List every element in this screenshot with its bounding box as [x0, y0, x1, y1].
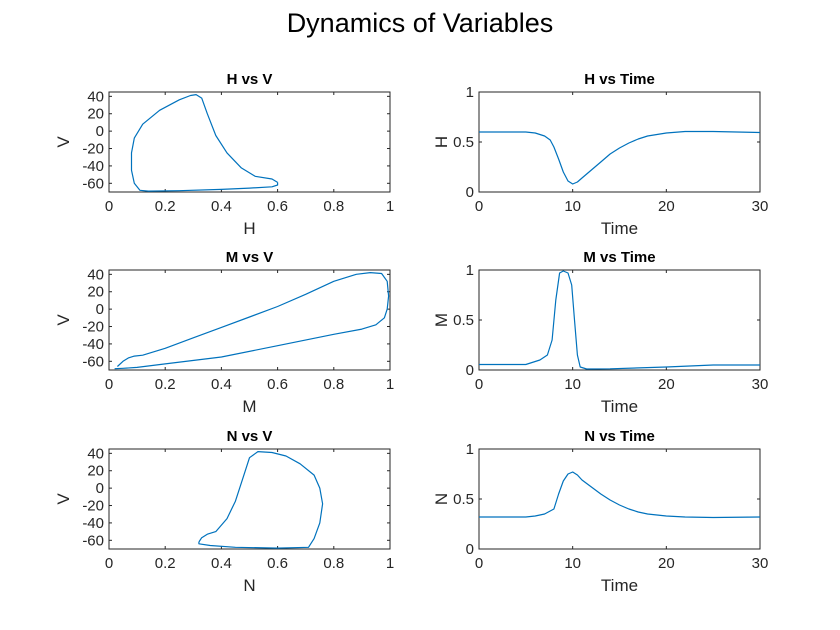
- x-tick-label: 20: [658, 376, 675, 393]
- y-axis-label: V: [54, 314, 73, 326]
- y-axis-label: H: [432, 136, 451, 148]
- x-tick-label: 0.4: [211, 198, 232, 215]
- x-tick-label: 10: [564, 198, 581, 215]
- subplot-title: M vs Time: [583, 249, 655, 266]
- axes-box: [478, 448, 761, 550]
- y-tick-label: 1: [466, 441, 474, 458]
- y-tick-label: -40: [82, 158, 104, 175]
- y-tick-label: 1: [466, 262, 474, 279]
- subplot-title: M vs V: [226, 249, 274, 266]
- x-tick-label: 0.8: [323, 376, 344, 393]
- x-tick-label: 1: [386, 376, 394, 393]
- y-tick-label: 0: [466, 184, 474, 201]
- y-axis-label: V: [54, 493, 73, 505]
- subplot-h-vs-time: 0 10 20 30 0 0.5 1 H vs Time Time H: [432, 71, 768, 238]
- axes-box: [108, 269, 391, 371]
- x-tick-label: 0.2: [155, 198, 176, 215]
- x-tick-label: 0.6: [267, 198, 288, 215]
- x-tick-label: 0: [105, 198, 113, 215]
- y-tick-label: -40: [82, 515, 104, 532]
- x-axis-label: M: [242, 397, 256, 416]
- y-tick-label: 0.5: [453, 491, 474, 508]
- x-tick-label: 0.6: [267, 555, 288, 572]
- x-tick-label: 0.4: [211, 555, 232, 572]
- series-line: [479, 270, 760, 370]
- series-line: [479, 130, 761, 185]
- y-tick-label: 20: [87, 284, 104, 301]
- y-tick-label: 40: [87, 88, 104, 105]
- x-tick-label: 30: [752, 555, 769, 572]
- x-tick-label: 0: [475, 555, 483, 572]
- series-line: [130, 93, 279, 192]
- x-tick-label: 0: [105, 376, 113, 393]
- x-tick-label: 0.4: [211, 376, 232, 393]
- x-tick-label: 1: [386, 198, 394, 215]
- y-tick-label: 1: [466, 84, 474, 101]
- axes-box: [478, 91, 761, 193]
- y-tick-label: 20: [87, 463, 104, 480]
- y-tick-label: 0: [96, 123, 104, 140]
- x-tick-label: 0: [475, 198, 483, 215]
- y-tick-label: -20: [82, 141, 104, 158]
- x-tick-label: 10: [564, 376, 581, 393]
- y-tick-label: 0.5: [453, 312, 474, 329]
- y-tick-label: 0: [466, 362, 474, 379]
- x-tick-label: 30: [752, 376, 769, 393]
- y-tick-label: 0: [466, 541, 474, 558]
- y-tick-label: 0.5: [453, 134, 474, 151]
- x-tick-label: 10: [564, 555, 581, 572]
- x-tick-label: 0.8: [323, 198, 344, 215]
- subplot-m-vs-time: 0 10 20 30 0 0.5 1 M vs Time Time M: [432, 249, 768, 416]
- y-axis-label: M: [432, 313, 451, 327]
- subplot-title: H vs Time: [584, 71, 655, 88]
- series-line: [198, 451, 324, 549]
- y-tick-label: -40: [82, 336, 104, 353]
- x-tick-label: 30: [752, 198, 769, 215]
- y-tick-label: 0: [96, 301, 104, 318]
- subplot-title: N vs V: [227, 428, 273, 445]
- x-tick-label: 20: [658, 555, 675, 572]
- x-axis-label: Time: [601, 219, 638, 238]
- x-tick-label: 0: [105, 555, 113, 572]
- x-tick-label: 0.8: [323, 555, 344, 572]
- x-axis-label: Time: [601, 397, 638, 416]
- series-line: [479, 471, 761, 519]
- x-tick-label: 0: [475, 376, 483, 393]
- axes-box: [108, 91, 391, 193]
- y-tick-label: -60: [82, 353, 104, 370]
- series-line: [114, 272, 390, 370]
- x-tick-label: 0.2: [155, 555, 176, 572]
- y-tick-label: 20: [87, 106, 104, 123]
- y-axis-label: V: [54, 136, 73, 148]
- x-tick-label: 0.6: [267, 376, 288, 393]
- x-tick-label: 1: [386, 555, 394, 572]
- y-tick-label: 0: [96, 480, 104, 497]
- y-tick-label: -20: [82, 319, 104, 336]
- y-axis-label: N: [432, 493, 451, 505]
- y-tick-label: -20: [82, 498, 104, 515]
- x-axis-label: N: [243, 576, 255, 595]
- y-tick-label: 40: [87, 445, 104, 462]
- y-tick-label: 40: [87, 266, 104, 283]
- x-axis-label: Time: [601, 576, 638, 595]
- y-tick-label: -60: [82, 175, 104, 192]
- x-tick-label: 0.2: [155, 376, 176, 393]
- subplot-title: H vs V: [227, 71, 273, 88]
- axes-box: [108, 448, 391, 550]
- y-tick-label: -60: [82, 532, 104, 549]
- figure-title: Dynamics of Variables: [286, 8, 554, 38]
- x-axis-label: H: [243, 219, 255, 238]
- subplot-n-vs-time: 0 10 20 30 0 0.5 1 N vs Time Time N: [432, 428, 768, 595]
- x-tick-label: 20: [658, 198, 675, 215]
- subplot-title: N vs Time: [584, 428, 655, 445]
- axes-box: [478, 269, 761, 371]
